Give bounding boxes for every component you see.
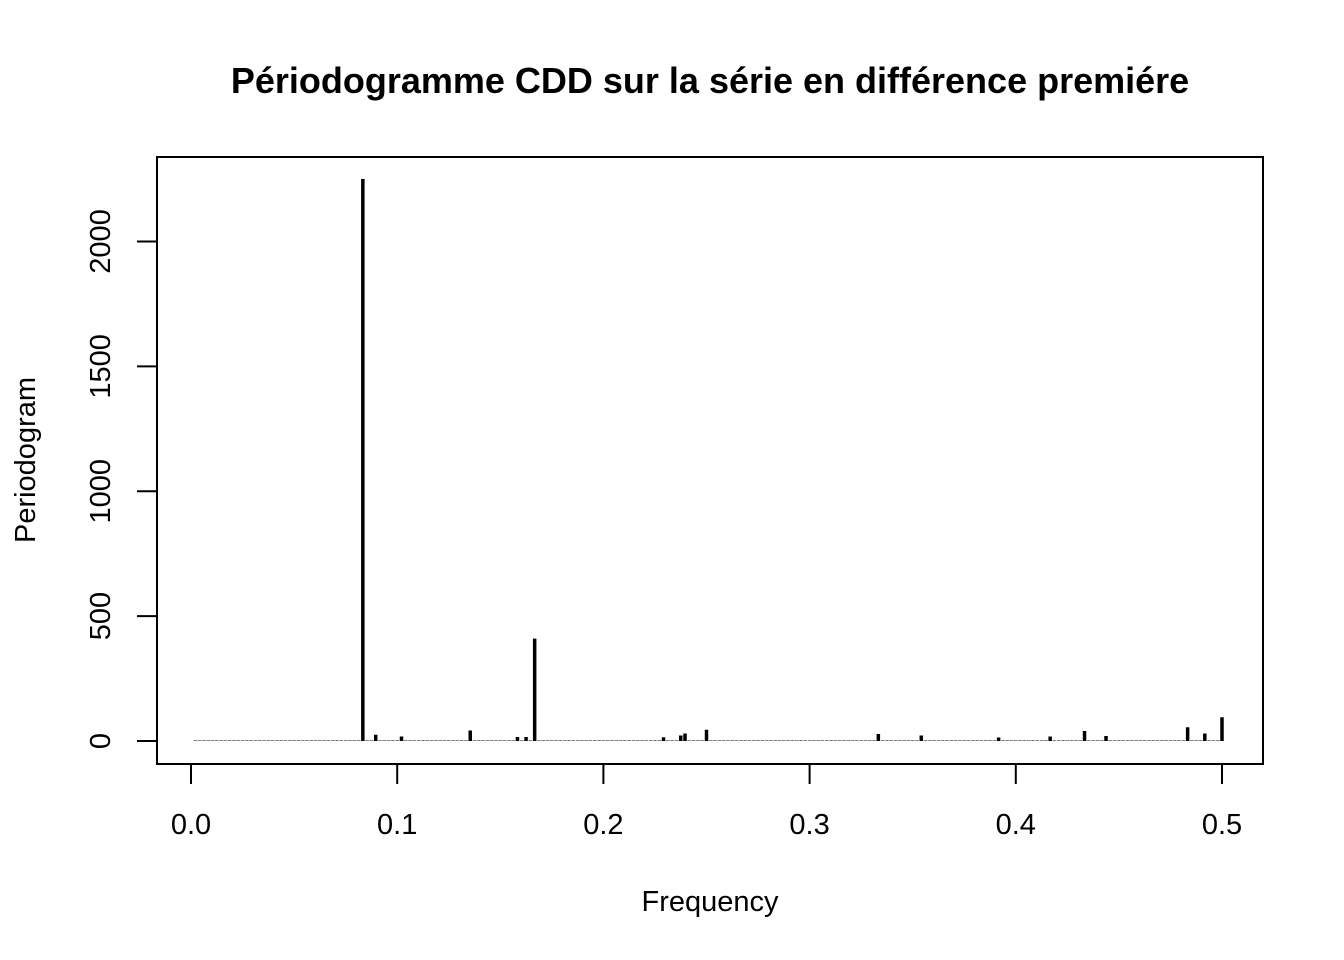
y-tick-label: 2000 (85, 209, 117, 274)
x-tick-label: 0.5 (1202, 809, 1242, 841)
bars-series (193, 179, 1224, 741)
chart-title: Périodogramme CDD sur la série en différ… (231, 60, 1189, 101)
x-tick-label: 0.0 (171, 809, 211, 841)
x-axis: 0.0 0.1 0.2 0.3 0.4 0.5 (171, 763, 1242, 841)
x-axis-label: Frequency (641, 886, 779, 918)
y-tick-label: 500 (85, 592, 117, 640)
y-tick-label: 1500 (85, 334, 117, 399)
y-tick-label: 1000 (85, 459, 117, 524)
y-axis-label: Periodogram (10, 377, 42, 543)
x-tick-label: 0.1 (377, 809, 417, 841)
x-tick-label: 0.4 (996, 809, 1036, 841)
y-tick-label: 0 (85, 733, 117, 749)
plot-frame (156, 156, 1264, 765)
x-tick-label: 0.2 (583, 809, 623, 841)
x-tick-label: 0.3 (789, 809, 829, 841)
y-axis: 0 500 1000 1500 2000 (85, 209, 158, 749)
